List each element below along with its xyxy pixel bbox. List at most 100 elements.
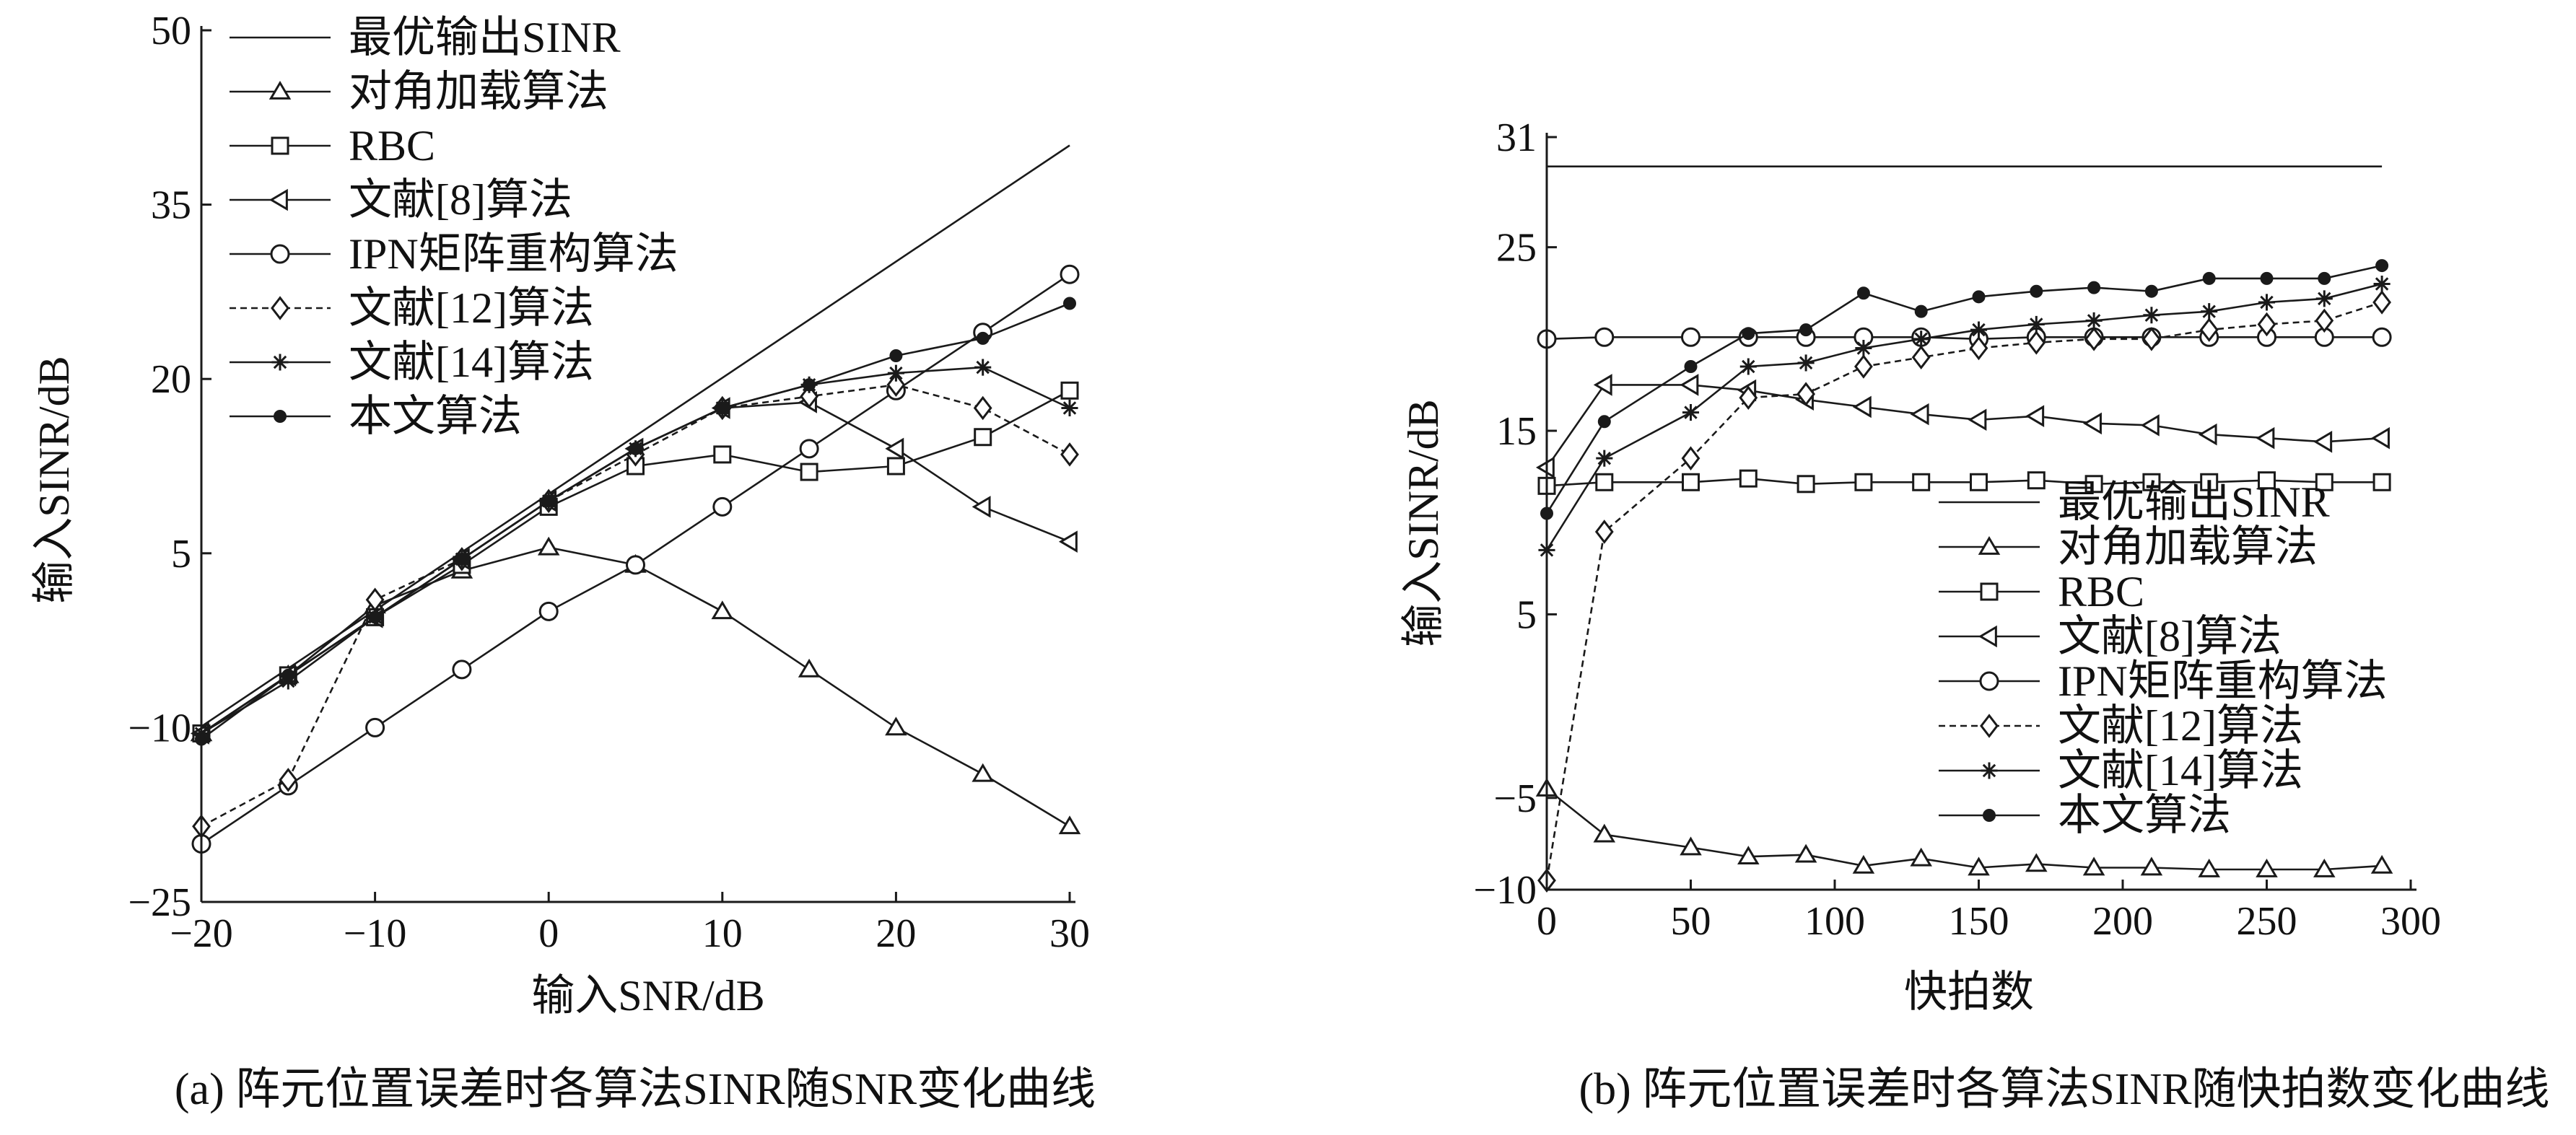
chart-b-data-point xyxy=(1593,823,1616,843)
chart-b-legend-label: IPN矩阵重构算法 xyxy=(2058,657,2388,705)
chart-a-x-tick-label: 30 xyxy=(1049,911,1090,956)
chart-b-caption: (b) 阵元位置误差时各算法SINR随快拍数变化曲线 xyxy=(1579,1065,2549,1114)
chart-b-data-point xyxy=(1594,520,1614,544)
chart-b-data-point xyxy=(1593,374,1612,396)
chart-b-data-point xyxy=(1912,473,1931,491)
chart-b-series-line xyxy=(1545,264,2383,514)
chart-b-legend-item: 文献[8]算法 xyxy=(1939,613,2282,660)
chart-b-legend-label: 文献[8]算法 xyxy=(2058,613,2282,660)
chart-b-data-point xyxy=(1796,382,1815,406)
chart-b-y-tick-label: 31 xyxy=(1496,115,1537,160)
chart-a-data-point xyxy=(537,536,560,556)
chart-b-data-point xyxy=(1913,330,1930,348)
chart-b-series-line xyxy=(1545,384,2383,468)
chart-b-x-tick-label: 50 xyxy=(1671,899,1711,944)
chart-b-data-point xyxy=(1739,385,1758,410)
chart-a-data-point xyxy=(1058,815,1081,835)
chart-b-data-point xyxy=(1854,473,1873,491)
chart-a-legend-item: RBC xyxy=(230,122,435,170)
chart-a-data-point xyxy=(452,659,472,680)
chart-a-series-5 xyxy=(191,264,1080,854)
chart-b-axes: 0 50 100 150 200 250 300 −10 −5 5 15 25 31 xyxy=(1473,115,2441,944)
chart-a: −20 −10 0 10 20 30 −25 −10 5 20 35 50 最优输出SINR 对角加载算… xyxy=(30,9,1096,1114)
chart-a-data-point xyxy=(1061,399,1078,417)
chart-b-x-tick-label: 300 xyxy=(2380,899,2441,944)
chart-a-data-point xyxy=(1058,530,1078,553)
chart-a-data-point xyxy=(281,668,295,682)
chart-a-legend-marker xyxy=(271,136,289,155)
chart-b-series-8 xyxy=(1540,259,2389,520)
chart-a-legend-item: 最优输出SINR xyxy=(230,14,621,61)
chart-b-data-point xyxy=(1682,473,1700,491)
chart-a-data-point xyxy=(803,378,816,392)
chart-b-legend-item: 最优输出SINR xyxy=(1939,478,2330,526)
chart-b-x-tick-label: 200 xyxy=(2092,899,2153,944)
chart-b-data-point xyxy=(1742,327,1755,341)
chart-b-data-point xyxy=(2198,858,2220,877)
chart-b-data-point xyxy=(1914,304,1928,318)
chart-a-legend-label: 最优输出SINR xyxy=(349,14,621,61)
chart-b-legend-marker xyxy=(1983,809,1996,822)
chart-a-data-point xyxy=(713,445,732,464)
chart-b-data-point xyxy=(2313,858,2336,877)
chart-b-data-point xyxy=(2025,853,2048,872)
chart-a-y-tick-label: 35 xyxy=(151,183,191,228)
chart-b-data-point xyxy=(2201,303,2218,320)
chart-b-data-point xyxy=(2258,294,2276,311)
chart-b-y-tick-label: 15 xyxy=(1496,409,1537,454)
chart-b-series-7 xyxy=(1538,275,2391,558)
chart-a-data-point xyxy=(972,496,991,518)
chart-b-legend-label: 最优输出SINR xyxy=(2058,478,2330,526)
chart-a-data-point xyxy=(885,717,907,736)
chart-a-legend-label: 文献[8]算法 xyxy=(349,176,572,224)
chart-b-data-point xyxy=(2313,431,2333,453)
chart-a-x-tick-label: 0 xyxy=(538,911,559,956)
chart-a-data-point xyxy=(886,457,905,476)
chart-b-legend: 最优输出SINR对角加载算法RBC文献[8]算法IPN矩阵重构算法文献[12]算… xyxy=(1939,478,2388,839)
chart-a-legend-item: 本文算法 xyxy=(230,393,522,440)
chart-b-data-point xyxy=(2256,426,2275,450)
chart-a-legend-marker xyxy=(271,296,289,320)
chart-a-legend: 最优输出SINR 对角加载算法 RBC 文献[8]算法 IPN矩阵重构算法文献[12]算… xyxy=(230,14,678,440)
chart-a-data-point xyxy=(798,658,821,678)
chart-a-y-tick-label: 50 xyxy=(151,9,191,53)
chart-b-ylabel: 输入SINR/dB xyxy=(1400,399,1447,647)
chart-a-data-point xyxy=(712,496,733,517)
chart-b-y-tick-label: −5 xyxy=(1493,776,1537,821)
chart-b-data-point xyxy=(1796,475,1815,494)
chart-b-series-6 xyxy=(1537,290,2391,893)
chart-b-data-point xyxy=(2143,307,2160,324)
chart-b-data-point xyxy=(1970,321,1988,338)
chart-b-data-point xyxy=(2199,317,2219,342)
chart-b-data-point xyxy=(2030,284,2043,298)
chart-a-legend-marker xyxy=(271,354,289,371)
chart-a-data-point xyxy=(279,768,298,792)
chart-b-data-point xyxy=(2027,315,2045,333)
chart-b-data-point xyxy=(1596,450,1613,467)
chart-b-data-point xyxy=(1797,354,1815,372)
chart-b-legend-item: IPN矩阵重构算法 xyxy=(1939,657,2388,705)
chart-a-y-tick-label: 20 xyxy=(151,357,191,402)
chart-b-data-point xyxy=(2140,856,2163,876)
chart-b-data-point xyxy=(2144,284,2158,298)
chart-a-axes: −20 −10 0 10 20 30 −25 −10 5 20 35 50 xyxy=(128,9,1090,956)
chart-b-data-point xyxy=(2372,473,2391,491)
chart-b-data-point xyxy=(2258,471,2276,490)
chart-b-data-point xyxy=(1739,358,1757,375)
chart-b-data-point xyxy=(2200,473,2219,491)
chart-b-legend-label: 对角加载算法 xyxy=(2058,523,2318,571)
chart-b-series-2 xyxy=(1535,778,2393,877)
chart-a-data-point xyxy=(1060,381,1079,400)
chart-a-data-point xyxy=(976,331,990,345)
chart-b-data-point xyxy=(2027,330,2046,355)
chart-a-data-point xyxy=(800,463,818,481)
chart-b-data-point xyxy=(2084,475,2103,494)
chart-b-data-point xyxy=(1852,395,1872,418)
chart-a-data-point xyxy=(974,359,992,376)
chart-b-data-point xyxy=(2140,414,2160,437)
chart-b-legend-item: 文献[12]算法 xyxy=(1939,702,2303,750)
chart-b-legend-marker xyxy=(1980,714,1999,738)
chart-b-x-tick-label: 250 xyxy=(2237,899,2297,944)
chart-b-data-point xyxy=(1968,408,1987,431)
chart-a-data-point xyxy=(626,555,645,575)
